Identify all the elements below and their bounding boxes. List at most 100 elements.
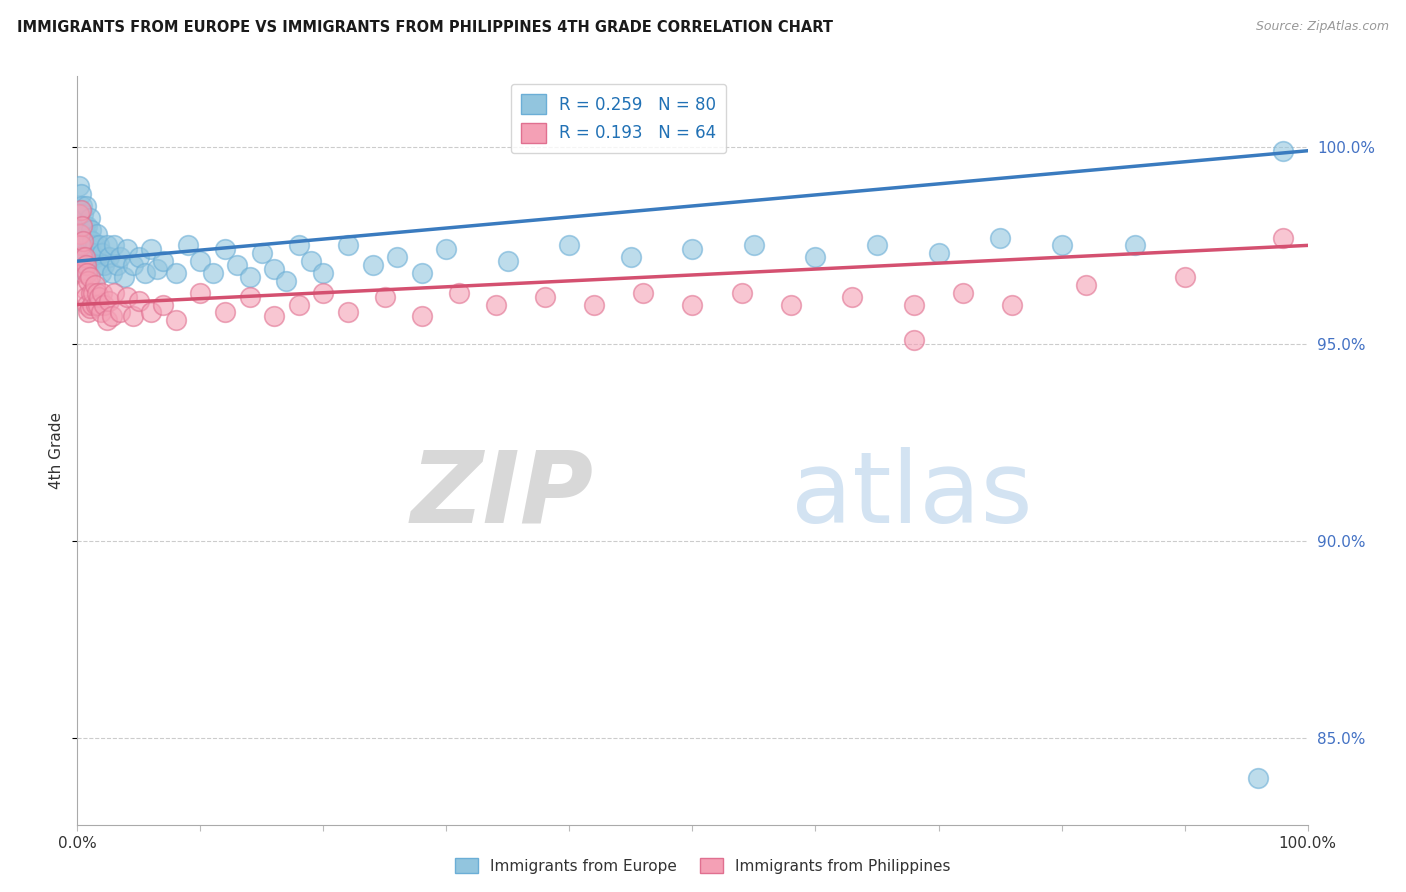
Point xyxy=(165,266,187,280)
Point xyxy=(96,238,118,252)
Point xyxy=(90,305,112,319)
Point xyxy=(79,211,101,225)
Point xyxy=(583,297,606,311)
Point xyxy=(121,258,143,272)
Point xyxy=(72,207,94,221)
Point xyxy=(952,285,974,300)
Point xyxy=(558,238,581,252)
Point xyxy=(152,297,174,311)
Text: IMMIGRANTS FROM EUROPE VS IMMIGRANTS FROM PHILIPPINES 4TH GRADE CORRELATION CHAR: IMMIGRANTS FROM EUROPE VS IMMIGRANTS FRO… xyxy=(17,20,832,35)
Point xyxy=(1247,771,1270,785)
Point xyxy=(485,297,508,311)
Point xyxy=(72,266,94,280)
Point xyxy=(411,310,433,324)
Point xyxy=(70,250,93,264)
Point xyxy=(780,297,803,311)
Point xyxy=(79,243,101,257)
Point xyxy=(101,266,124,280)
Point xyxy=(76,297,98,311)
Point xyxy=(80,222,103,236)
Point xyxy=(89,290,111,304)
Point xyxy=(804,250,827,264)
Point xyxy=(374,290,396,304)
Point xyxy=(239,290,262,304)
Point xyxy=(1174,269,1197,284)
Point xyxy=(75,266,97,280)
Point xyxy=(188,254,212,268)
Point xyxy=(70,215,93,229)
Point xyxy=(134,266,156,280)
Point xyxy=(226,258,249,272)
Point xyxy=(1001,297,1024,311)
Point xyxy=(76,250,98,264)
Point xyxy=(86,227,108,241)
Point xyxy=(75,258,97,272)
Text: Source: ZipAtlas.com: Source: ZipAtlas.com xyxy=(1256,20,1389,33)
Point xyxy=(75,290,97,304)
Point xyxy=(82,235,104,249)
Point xyxy=(73,282,96,296)
Point xyxy=(115,290,138,304)
Point xyxy=(73,219,96,233)
Point xyxy=(263,262,285,277)
Point xyxy=(72,235,94,249)
Point xyxy=(76,219,98,233)
Point xyxy=(70,250,93,264)
Point xyxy=(83,238,105,252)
Point xyxy=(79,269,101,284)
Point xyxy=(103,238,125,252)
Point xyxy=(93,297,115,311)
Point xyxy=(87,297,110,311)
Point xyxy=(112,269,135,284)
Point xyxy=(82,250,104,264)
Point xyxy=(928,246,950,260)
Point xyxy=(67,179,90,194)
Point xyxy=(98,250,121,264)
Point xyxy=(141,243,163,257)
Point xyxy=(70,187,93,202)
Point xyxy=(93,258,115,272)
Point xyxy=(165,313,187,327)
Point xyxy=(337,238,360,252)
Point xyxy=(682,243,704,257)
Point xyxy=(841,290,863,304)
Point xyxy=(80,285,103,300)
Point xyxy=(188,285,212,300)
Point xyxy=(101,310,124,324)
Legend: R = 0.259   N = 80, R = 0.193   N = 64: R = 0.259 N = 80, R = 0.193 N = 64 xyxy=(510,84,727,153)
Point xyxy=(77,258,100,272)
Point xyxy=(90,266,112,280)
Point xyxy=(141,305,163,319)
Point xyxy=(121,310,143,324)
Point xyxy=(312,266,335,280)
Point xyxy=(903,333,925,347)
Point xyxy=(82,285,104,300)
Point xyxy=(620,250,643,264)
Point xyxy=(110,250,132,264)
Point xyxy=(70,238,93,252)
Y-axis label: 4th Grade: 4th Grade xyxy=(49,412,65,489)
Legend: Immigrants from Europe, Immigrants from Philippines: Immigrants from Europe, Immigrants from … xyxy=(449,852,957,880)
Point xyxy=(288,297,311,311)
Point xyxy=(70,238,93,252)
Point xyxy=(214,305,236,319)
Point xyxy=(90,285,114,300)
Point xyxy=(633,285,655,300)
Point xyxy=(69,227,91,241)
Point xyxy=(70,219,93,233)
Point xyxy=(70,227,93,241)
Point xyxy=(128,293,150,308)
Point xyxy=(70,199,93,213)
Point xyxy=(77,305,100,319)
Point xyxy=(411,266,433,280)
Point xyxy=(731,285,754,300)
Point xyxy=(75,227,97,241)
Point xyxy=(73,250,96,264)
Point xyxy=(312,285,335,300)
Point xyxy=(115,243,138,257)
Point xyxy=(337,305,360,319)
Point xyxy=(1125,238,1147,252)
Point xyxy=(866,238,889,252)
Point xyxy=(76,266,98,280)
Point xyxy=(105,258,128,272)
